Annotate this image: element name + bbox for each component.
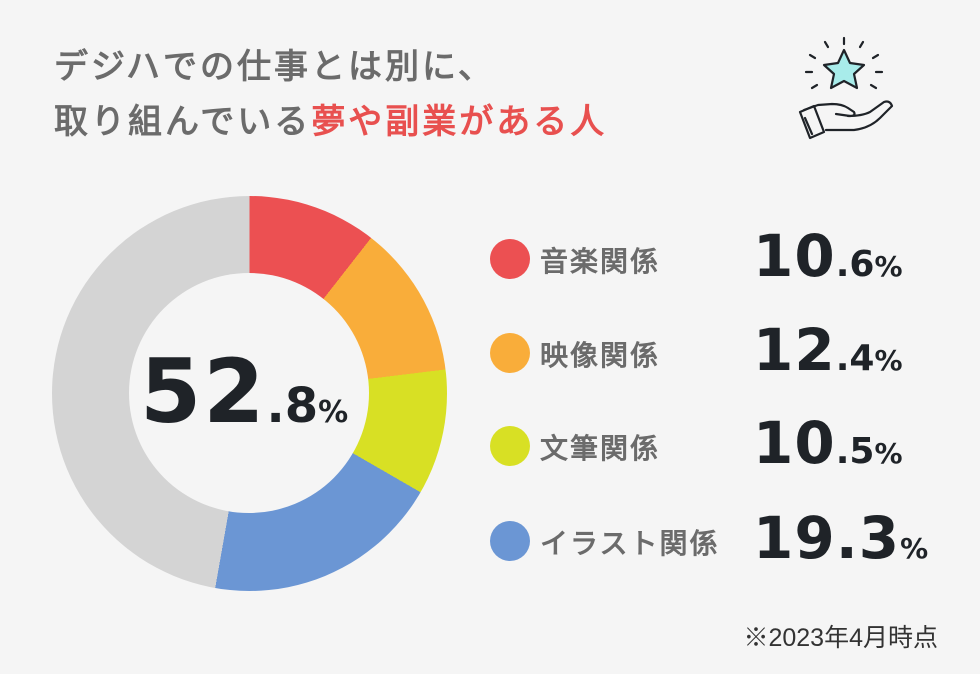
hand-holding-star-icon: [798, 36, 894, 140]
value-decimal: .5: [835, 431, 875, 472]
value-decimal: .4: [835, 338, 875, 379]
legend-value: 10.6%: [753, 222, 903, 290]
legend-label: 映像関係: [540, 339, 661, 372]
legend-item-writing: 文筆関係 10.5%: [490, 409, 930, 477]
legend-value: 12.4%: [753, 316, 903, 384]
legend-dot-icon: [490, 333, 530, 373]
center-total-value: 52.8%: [140, 340, 360, 443]
legend-item-music: 音楽関係 10.6%: [490, 222, 930, 290]
value-unit: %: [874, 437, 903, 470]
legend-dot-icon: [490, 426, 530, 466]
value-unit: %: [874, 250, 903, 283]
center-value-unit: %: [318, 395, 349, 430]
title-line-1: デジハでの仕事とは別に、: [54, 47, 495, 87]
legend-item-illustration: イラスト関係 19.3%: [490, 504, 930, 572]
legend-label: イラスト関係: [540, 527, 720, 560]
legend-label: 文筆関係: [540, 432, 661, 465]
value-integer: 19.3: [753, 504, 901, 572]
center-value-decimal: .8: [266, 378, 319, 434]
legend-item-video: 映像関係 12.4%: [490, 316, 930, 384]
legend-value: 10.5%: [753, 409, 903, 477]
legend-dot-icon: [490, 239, 530, 279]
value-integer: 10: [753, 409, 836, 477]
value-unit: %: [900, 532, 929, 565]
value-integer: 12: [753, 316, 836, 384]
legend-dot-icon: [490, 521, 530, 561]
title-line-2-plain: 取り組んでいる: [54, 102, 312, 142]
title-line-2-accent: 夢や副業がある人: [311, 102, 608, 142]
legend-value: 19.3%: [753, 504, 928, 572]
page-title: デジハでの仕事とは別に、 取り組んでいる夢や副業がある人: [54, 40, 607, 150]
title-line-2: 取り組んでいる夢や副業がある人: [54, 95, 607, 150]
value-unit: %: [874, 344, 903, 377]
center-value-integer: 52: [140, 340, 267, 443]
value-integer: 10: [753, 222, 836, 290]
donut-hole: [129, 273, 369, 513]
legend-label: 音楽関係: [540, 245, 661, 278]
value-decimal: .6: [835, 244, 875, 285]
footnote-date: ※2023年4月時点: [743, 624, 938, 652]
